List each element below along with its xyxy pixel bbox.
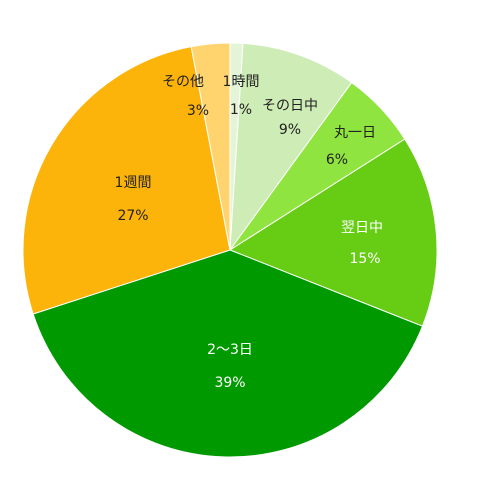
value-label: 3% bbox=[187, 103, 209, 119]
value-label: 39% bbox=[214, 375, 245, 391]
slice-label: 2〜3日 bbox=[207, 342, 253, 358]
pie-slice bbox=[190, 42, 231, 251]
value-label: 27% bbox=[117, 208, 148, 224]
value-label: 9% bbox=[279, 122, 301, 138]
slice-label: 丸一日 bbox=[334, 125, 376, 141]
pie-slice bbox=[228, 138, 438, 327]
pie-slice bbox=[22, 46, 231, 315]
pie-slice bbox=[229, 42, 353, 252]
slice-label: 1週間 bbox=[115, 175, 152, 191]
slice-label: 1時間 bbox=[223, 74, 260, 90]
value-label: 15% bbox=[349, 251, 380, 267]
value-label: 6% bbox=[326, 152, 348, 168]
slice-label: その他 bbox=[162, 74, 204, 90]
slice-label: その日中 bbox=[262, 98, 318, 114]
pie-slice bbox=[32, 249, 424, 458]
slice-label: 翌日中 bbox=[341, 220, 383, 236]
value-label: 1% bbox=[230, 102, 252, 118]
